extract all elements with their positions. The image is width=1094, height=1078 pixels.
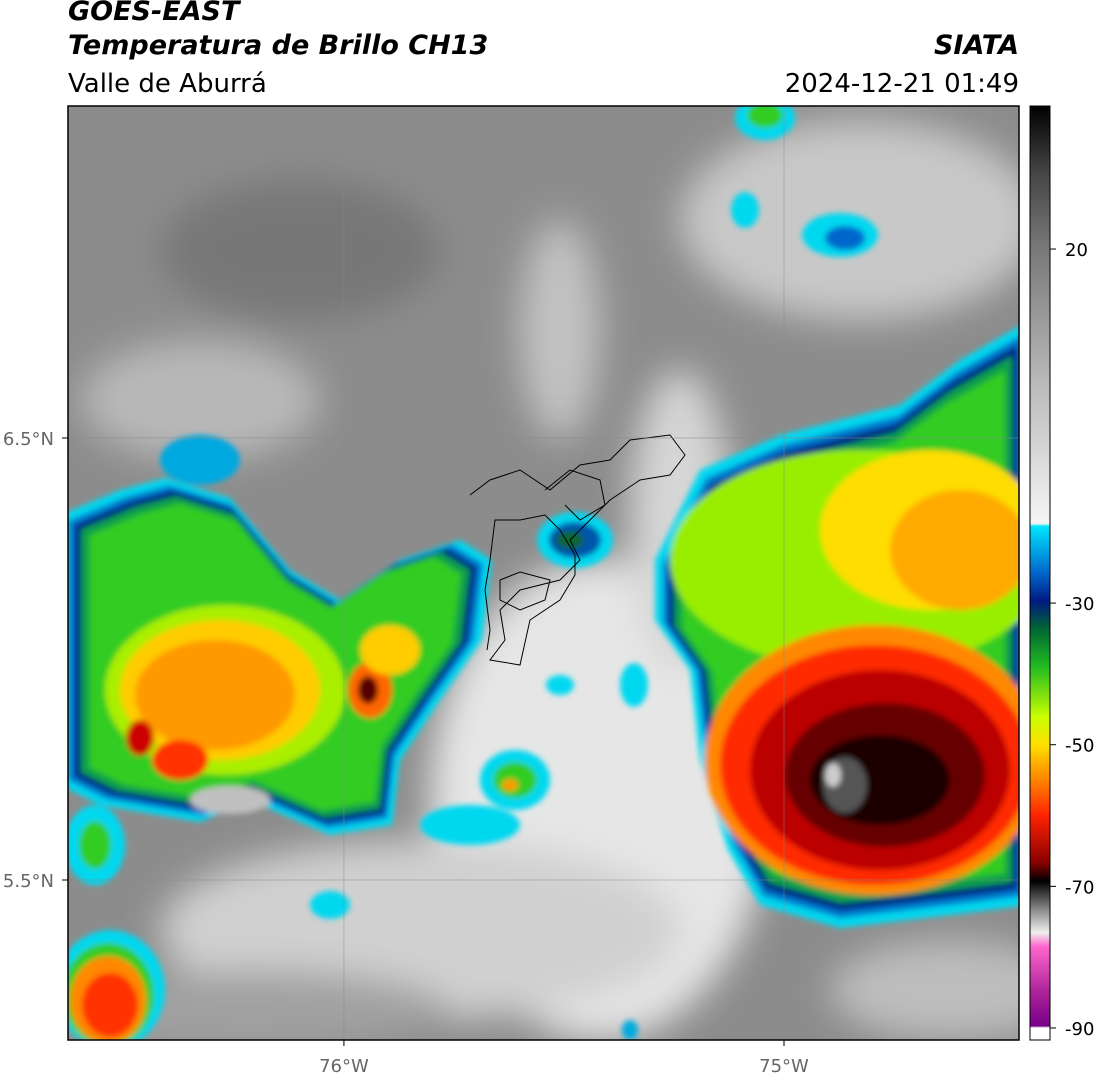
cloud-core (358, 676, 378, 704)
source: SIATA (934, 30, 1019, 61)
cloud-region (731, 192, 759, 228)
region: Valle de Aburrá (68, 69, 267, 99)
map-frame (67, 105, 1020, 1041)
cloud-region (620, 663, 648, 707)
cloud-core (152, 740, 208, 780)
cloud-core (360, 625, 420, 675)
cloud-region (310, 891, 350, 919)
colorbar-tick-label: -90 (1065, 1019, 1094, 1040)
cloud-region (82, 973, 138, 1037)
cloud-core (126, 720, 154, 756)
lon-tick-label: 75°W (759, 1056, 809, 1077)
cloud-region (546, 675, 574, 695)
boundaries (499, 571, 551, 611)
colorbar-tick-label: -50 (1065, 736, 1094, 757)
cloud-region (79, 821, 111, 869)
boundaries (544, 469, 606, 521)
subtitle: Temperatura de Brillo CH13 (68, 30, 488, 61)
cloud-core (890, 490, 1019, 610)
boundaries (469, 434, 686, 666)
cloud-region (825, 226, 865, 250)
cloud-region (502, 779, 518, 791)
cloud-region (747, 106, 783, 128)
cloud-core (825, 763, 841, 787)
datetime: 2024-12-21 01:49 (785, 69, 1019, 99)
colorbar-tick-label: -30 (1065, 594, 1094, 615)
lon-tick-label: 76°W (319, 1056, 369, 1077)
colorbar-tick-label: 20 (1065, 240, 1088, 261)
colorbar (1029, 105, 1051, 1041)
satellite-image (68, 106, 1019, 1040)
cloud-region (420, 805, 520, 845)
lat-tick-label: 5.5°N (3, 871, 54, 892)
cloud-region (493, 762, 537, 798)
colorbar-tick-label: -70 (1065, 877, 1094, 898)
cloud-region (622, 1020, 638, 1040)
cloud-region (190, 786, 270, 814)
title: GOES-EAST (68, 0, 242, 27)
cloud-core (135, 640, 295, 750)
lat-tick-label: 6.5°N (3, 429, 54, 450)
cloud-region (160, 435, 240, 485)
